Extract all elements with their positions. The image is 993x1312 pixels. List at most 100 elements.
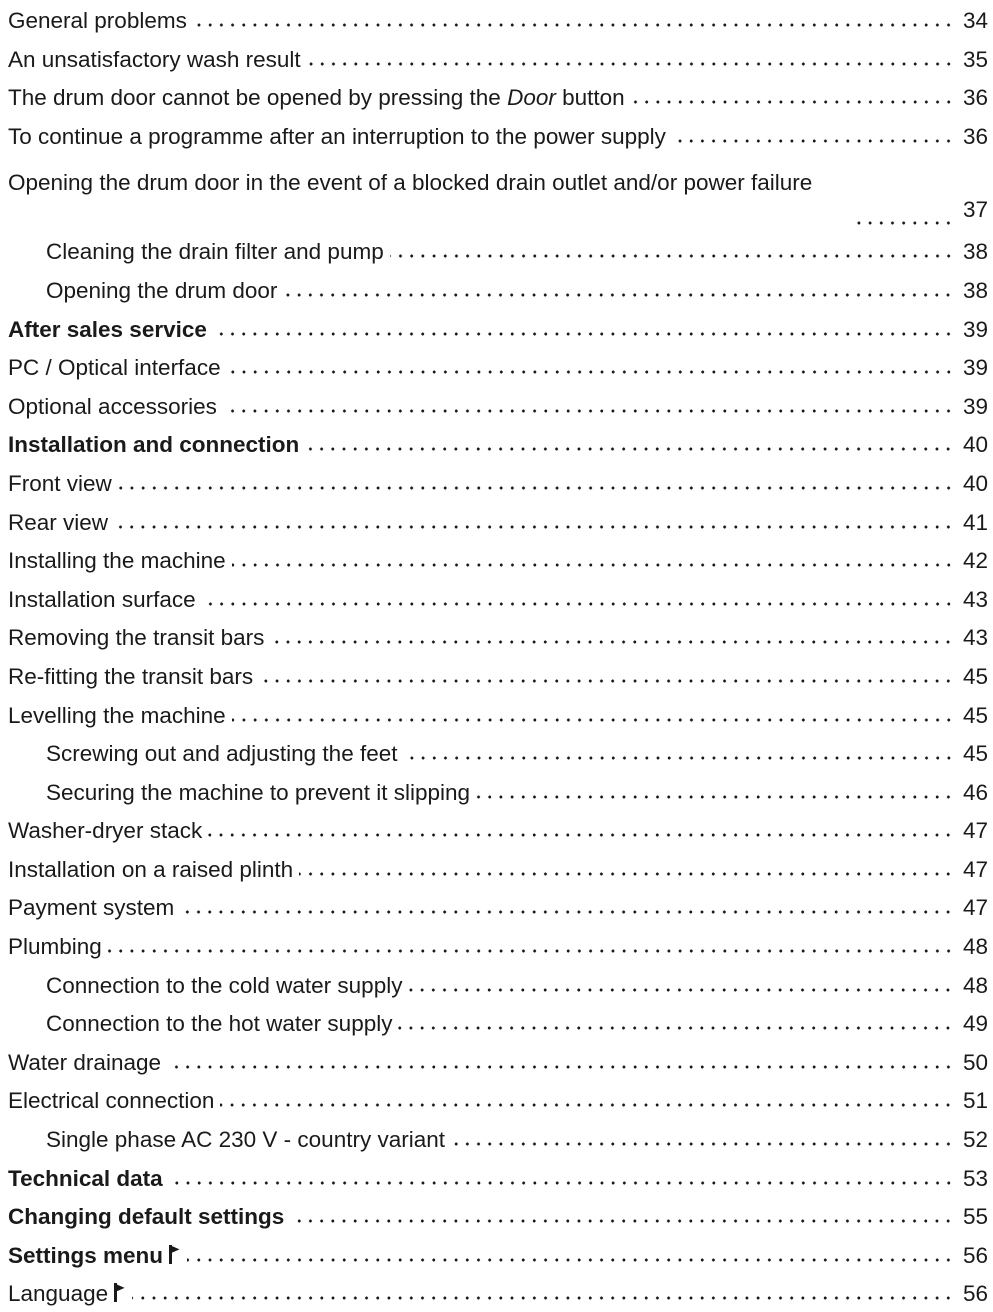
dot-leader xyxy=(450,1142,954,1147)
toc-entry-page: 47 xyxy=(962,818,988,844)
toc-entry-title: Installing the machine xyxy=(8,548,226,574)
toc-entry-title: Language xyxy=(8,1283,126,1306)
dot-leader xyxy=(167,1064,954,1069)
toc-entry-installing-the-machine[interactable]: Installing the machine 42 xyxy=(8,540,988,579)
toc-entry-page: 40 xyxy=(962,432,988,458)
toc-entry-page: 37 xyxy=(962,196,988,222)
toc-entry-front-view[interactable]: Front view 40 xyxy=(8,463,988,502)
toc-entry-page: 39 xyxy=(962,393,988,419)
toc-entry-title: Rear view xyxy=(8,509,109,535)
dot-leader xyxy=(283,292,954,297)
toc-entry-refitting-transit-bars[interactable]: Re-fitting the transit bars 45 xyxy=(8,656,988,695)
toc-entry-title: Water drainage xyxy=(8,1049,161,1075)
flag-icon xyxy=(114,1283,126,1303)
toc-entry-title: General problems xyxy=(8,8,187,33)
toc-entry-unsatisfactory-wash-result[interactable]: An unsatisfactory wash result 35 xyxy=(8,39,988,78)
dot-leader xyxy=(476,794,954,799)
toc-entry-title: Installation and connection xyxy=(8,432,300,458)
toc-entry-title: Securing the machine to prevent it slipp… xyxy=(46,779,470,805)
flag-icon xyxy=(169,1244,181,1265)
toc-entry-page: 45 xyxy=(962,702,988,728)
toc-entry-cleaning-drain-filter[interactable]: Cleaning the drain filter and pump 38 xyxy=(8,231,988,270)
toc-entry-raised-plinth[interactable]: Installation on a raised plinth 47 xyxy=(8,849,988,888)
toc-entry-single-phase-ac[interactable]: Single phase AC 230 V - country variant … xyxy=(8,1119,988,1158)
dot-leader xyxy=(132,1296,954,1301)
toc-entry-title: Optional accessories xyxy=(8,393,217,419)
toc-entry-title: Settings menu xyxy=(8,1244,181,1268)
toc-entry-page: 36 xyxy=(962,123,988,149)
toc-entry-page: 45 xyxy=(962,663,988,689)
dot-leader xyxy=(408,987,954,992)
toc-entry-title: Technical data xyxy=(8,1165,163,1191)
toc-entry-hot-water-supply[interactable]: Connection to the hot water supply 49 xyxy=(8,1003,988,1042)
dot-leader xyxy=(299,871,954,876)
toc-entry-title: Single phase AC 230 V - country variant xyxy=(46,1127,445,1153)
dot-leader xyxy=(270,640,954,645)
toc-entry-page: 47 xyxy=(962,895,988,921)
dot-leader xyxy=(107,949,954,954)
toc-entry-page: 43 xyxy=(962,625,988,651)
toc-entry-title: Installation on a raised plinth xyxy=(8,856,294,882)
toc-entry-plumbing[interactable]: Plumbing 48 xyxy=(8,926,988,965)
toc-entry-installation-and-connection[interactable]: Installation and connection 40 xyxy=(8,424,988,463)
toc-entry-installation-surface[interactable]: Installation surface 43 xyxy=(8,579,988,618)
toc-entry-page: 39 xyxy=(962,316,988,342)
toc-entry-page: 42 xyxy=(962,548,988,574)
toc-entry-water-drainage[interactable]: Water drainage 50 xyxy=(8,1042,988,1081)
toc-entry-title: After sales service xyxy=(8,316,207,342)
toc-entry-cold-water-supply[interactable]: Connection to the cold water supply 48 xyxy=(8,965,988,1004)
toc-entry-payment-system[interactable]: Payment system 47 xyxy=(8,887,988,926)
toc-entry-language[interactable]: Language 56 xyxy=(8,1273,988,1312)
toc-entry-title: The drum door cannot be opened by pressi… xyxy=(8,85,625,111)
toc-entry-page: 49 xyxy=(962,1011,988,1037)
toc-entry-page: 45 xyxy=(962,741,988,767)
toc-entry-removing-transit-bars[interactable]: Removing the transit bars 43 xyxy=(8,617,988,656)
toc-entry-page: 53 xyxy=(962,1165,988,1191)
toc-entry-page: 56 xyxy=(962,1242,988,1268)
toc-entry-drum-door-cannot-be-opened[interactable]: The drum door cannot be opened by pressi… xyxy=(8,77,988,116)
toc-entry-page: 47 xyxy=(962,856,988,882)
toc-entry-page: 48 xyxy=(962,934,988,960)
dot-leader xyxy=(403,756,954,761)
toc-entry-page: 56 xyxy=(962,1281,988,1307)
toc-entry-page: 39 xyxy=(962,355,988,381)
toc-entry-title: Re-fitting the transit bars xyxy=(8,663,254,689)
dot-leader xyxy=(290,1219,954,1224)
toc-entry-washer-dryer-stack[interactable]: Washer-dryer stack 47 xyxy=(8,810,988,849)
toc-entry-after-sales-service[interactable]: After sales service 39 xyxy=(8,309,988,348)
dot-leader xyxy=(168,1180,954,1185)
toc-entry-title: Plumbing xyxy=(8,934,102,960)
toc-entry-title: Payment system xyxy=(8,895,175,921)
toc-entry-title: Opening the drum door xyxy=(46,277,278,303)
toc-entry-page: 46 xyxy=(962,779,988,805)
toc-entry-page: 38 xyxy=(962,239,988,265)
toc-entry-page: 43 xyxy=(962,586,988,612)
toc-entry-title: PC / Optical interface xyxy=(8,355,221,381)
toc-entry-continue-programme[interactable]: To continue a programme after an interru… xyxy=(8,116,988,155)
toc-entry-page: 34 xyxy=(962,8,988,33)
toc-entry-settings-menu[interactable]: Settings menu 56 xyxy=(8,1235,988,1274)
dot-leader xyxy=(212,331,954,336)
toc-entry-page: 41 xyxy=(962,509,988,535)
dot-leader xyxy=(114,524,954,529)
toc-entry-levelling-the-machine[interactable]: Levelling the machine 45 xyxy=(8,695,988,734)
toc-entry-optional-accessories[interactable]: Optional accessories 39 xyxy=(8,386,988,425)
toc-entry-electrical-connection[interactable]: Electrical connection 51 xyxy=(8,1080,988,1119)
dot-leader xyxy=(259,678,954,683)
toc-entry-page: 48 xyxy=(962,972,988,998)
door-button-name: Door xyxy=(507,85,556,111)
toc-entry-technical-data[interactable]: Technical data 53 xyxy=(8,1158,988,1197)
toc-entry-title: Connection to the hot water supply xyxy=(46,1011,393,1037)
dot-leader xyxy=(220,1103,954,1108)
toc-entry-general-problems[interactable]: General problems 34 xyxy=(8,0,988,39)
toc-entry-opening-drum-door-blocked-drain[interactable]: Opening the drum door in the event of a … xyxy=(8,154,988,231)
toc-entry-title: Opening the drum door in the event of a … xyxy=(8,170,813,196)
table-of-contents: General problems 34 An unsatisfactory wa… xyxy=(8,0,988,1312)
toc-entry-title: Changing default settings xyxy=(8,1204,285,1230)
toc-entry-rear-view[interactable]: Rear view 41 xyxy=(8,502,988,541)
toc-entry-pc-optical-interface[interactable]: PC / Optical interface 39 xyxy=(8,347,988,386)
toc-entry-changing-default-settings[interactable]: Changing default settings 55 xyxy=(8,1196,988,1235)
toc-entry-screwing-out-feet[interactable]: Screwing out and adjusting the feet 45 xyxy=(8,733,988,772)
toc-entry-opening-drum-door[interactable]: Opening the drum door 38 xyxy=(8,270,988,309)
toc-entry-securing-machine[interactable]: Securing the machine to prevent it slipp… xyxy=(8,772,988,811)
